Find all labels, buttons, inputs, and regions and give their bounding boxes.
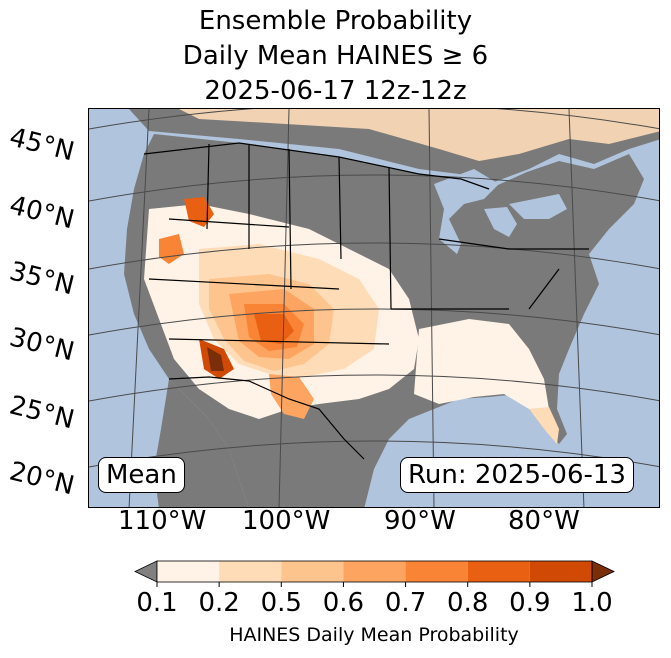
colorbar-bin-0.2-0.5	[219, 561, 282, 582]
lon-label-110: 110°W	[118, 506, 207, 536]
prob-region-southeast-low	[414, 319, 549, 409]
colorbar-tick-label: 0.1	[136, 588, 178, 618]
map-canvas	[89, 109, 659, 507]
colorbar-label: HAINES Daily Mean Probability	[229, 624, 519, 646]
title-line-3: 2025-06-17 12z-12z	[204, 76, 467, 106]
lat-label-30: 30°N	[6, 322, 78, 368]
state-borders	[148, 143, 589, 345]
us-canada-border	[143, 142, 490, 190]
political-borders	[143, 142, 589, 460]
colorbar-tick-label: 0.5	[260, 588, 302, 618]
lat-label-40: 40°N	[6, 190, 78, 236]
colorbar-bin-0.7-0.8	[405, 561, 468, 582]
lon-label-100: 100°W	[242, 506, 331, 536]
mean-label: Mean	[98, 457, 185, 493]
title-line-1: Ensemble Probability	[198, 6, 473, 36]
colorbar-bin-0.6-0.7	[343, 561, 406, 582]
lat-line-40	[89, 174, 659, 202]
great-lakes	[434, 169, 567, 254]
lon-line-100	[278, 109, 290, 507]
lon-line-110	[128, 109, 150, 507]
colorbar-over-triangle	[591, 560, 615, 583]
colorbar-tick-label: 0.8	[447, 588, 489, 618]
colorbar-bin-0.9-1.0	[529, 561, 592, 582]
colorbar-tick-label: 0.2	[198, 588, 240, 618]
colorbar-bin-0.8-0.9	[467, 561, 530, 582]
prob-region-florida-low	[529, 407, 559, 444]
lat-label-45: 45°N	[6, 122, 78, 168]
colorbar-under-triangle	[134, 560, 158, 583]
lat-label-20: 20°N	[6, 456, 78, 502]
lat-label-25: 25°N	[6, 390, 78, 436]
prob-region-texas-west	[269, 374, 314, 419]
colorbar-frame	[156, 560, 593, 583]
colorbar-bin-0.5-0.6	[281, 561, 344, 582]
lat-label-35: 35°N	[6, 256, 78, 302]
lat-line-30	[89, 308, 659, 336]
canada-low-prob	[179, 109, 659, 161]
lon-line-80	[568, 109, 585, 507]
prob-region-idaho	[184, 197, 214, 227]
lat-line-20	[89, 440, 659, 468]
map-panel	[88, 108, 660, 508]
lon-label-90: 90°W	[384, 506, 456, 536]
colorbar-tick-label: 1.0	[571, 588, 613, 618]
colorbar-tick-label: 0.7	[384, 588, 427, 618]
colorbar-tick-label: 0.9	[509, 588, 551, 618]
run-date-label: Run: 2025-06-13	[400, 457, 634, 493]
us-mexico-border	[168, 376, 365, 460]
title-line-2: Daily Mean HAINES ≥ 6	[182, 41, 489, 71]
lat-line-35	[89, 242, 659, 270]
prob-region-arizona-max	[207, 347, 224, 371]
lon-label-80: 80°W	[508, 506, 580, 536]
colorbar-bin-0.1-0.2	[157, 561, 220, 582]
lat-line-45	[89, 109, 659, 130]
colorbar-tick-label: 0.6	[322, 588, 365, 618]
lat-line-25	[89, 374, 659, 402]
